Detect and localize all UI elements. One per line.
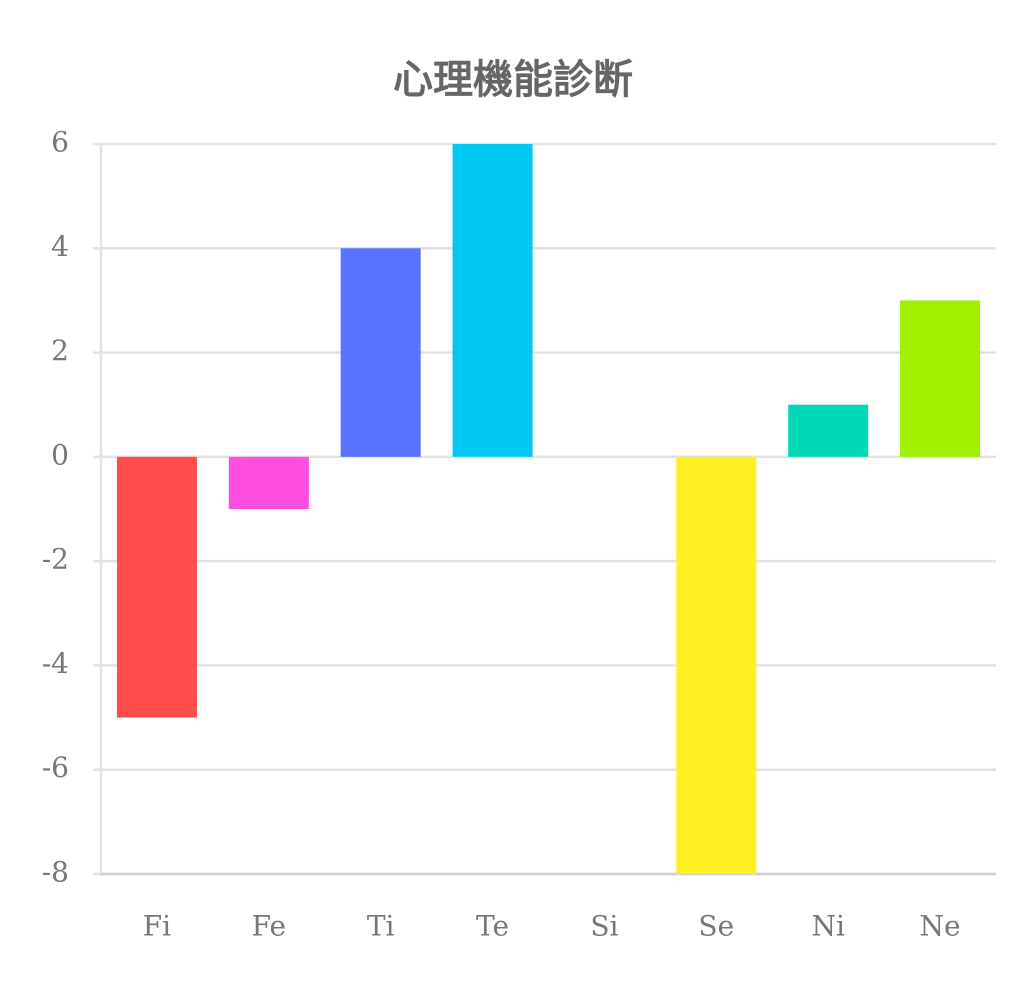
y-tick-label: 2	[51, 334, 69, 367]
bar	[676, 456, 757, 874]
x-tick-label: Fi	[143, 910, 171, 943]
x-tick-label: Ni	[811, 910, 845, 943]
y-tick-label: 4	[51, 230, 69, 263]
y-tick-label: -8	[42, 856, 69, 889]
y-tick-label: -2	[42, 543, 69, 576]
x-tick-label: Si	[590, 910, 618, 943]
x-tick-label: Se	[698, 910, 734, 943]
bar	[228, 456, 309, 509]
x-tick-label: Ne	[920, 910, 961, 943]
y-tick-label: 6	[51, 126, 69, 159]
x-tick-label: Te	[476, 910, 509, 943]
x-tick-label: Ti	[367, 910, 395, 943]
bar	[788, 404, 869, 457]
chart-title: 心理機能診断	[393, 57, 633, 103]
x-tick-label: Fe	[252, 910, 286, 943]
bar	[340, 248, 421, 457]
y-tick-label: 0	[51, 438, 69, 471]
y-tick-label: -4	[42, 647, 69, 680]
bar	[116, 456, 197, 718]
bar	[900, 300, 981, 457]
bar	[452, 144, 533, 457]
y-tick-label: -6	[42, 751, 69, 784]
